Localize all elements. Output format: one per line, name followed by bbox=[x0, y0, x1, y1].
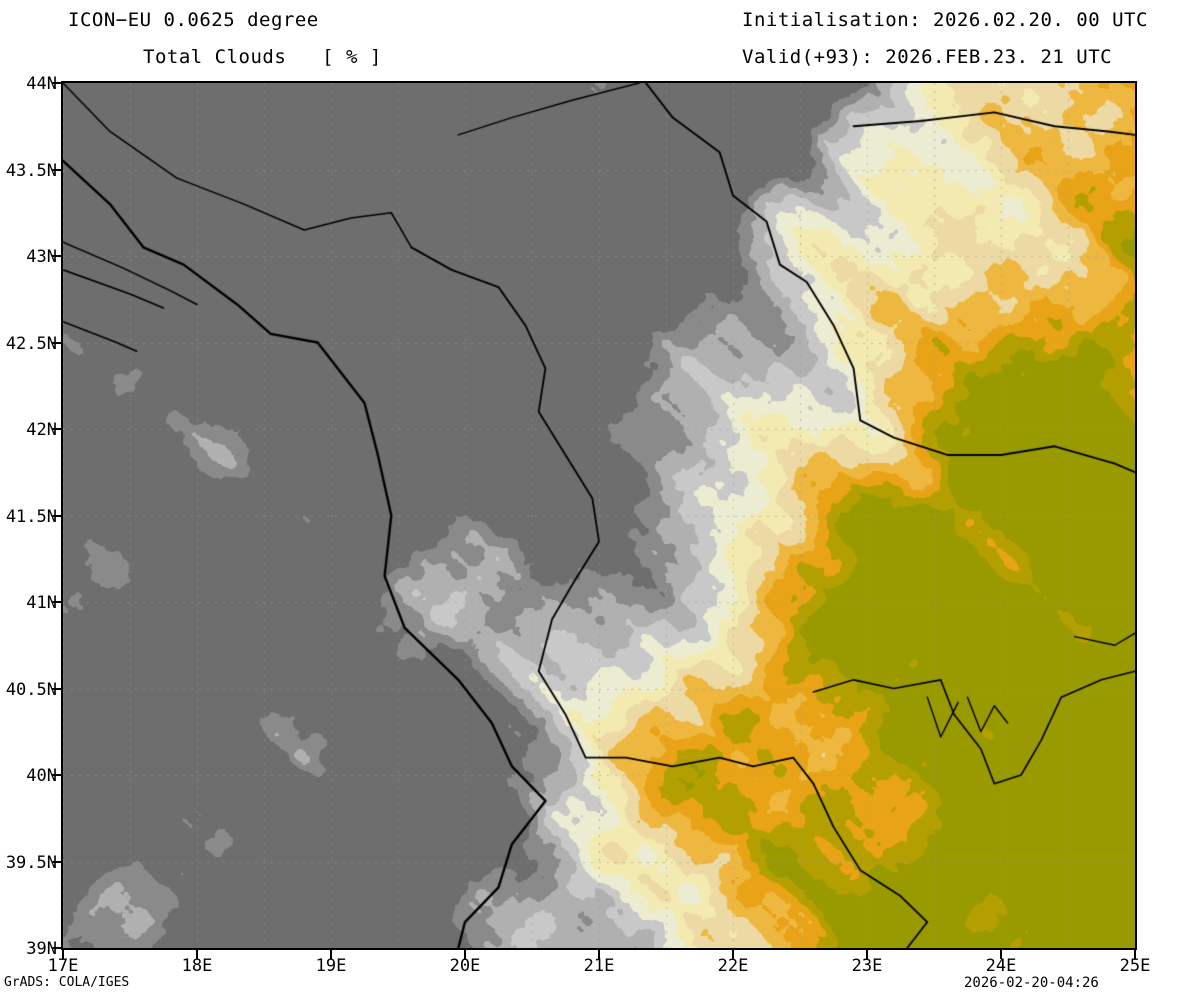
y-axis-tick-label: 43N bbox=[26, 247, 57, 267]
valid-time-label: Valid(+93): 2026.FEB.23. 21 UTC bbox=[742, 46, 1113, 68]
y-axis-tick bbox=[52, 168, 61, 171]
cloud-cover-raster bbox=[63, 83, 1135, 948]
y-axis-tick-label: 39.5N bbox=[5, 852, 57, 873]
x-axis-tick bbox=[732, 950, 734, 959]
model-title: ICON−EU 0.0625 degree bbox=[68, 9, 319, 31]
y-axis-tick-label: 39N bbox=[26, 939, 57, 959]
x-axis-tick-label: 22E bbox=[717, 956, 749, 976]
x-axis-tick-label: 20E bbox=[449, 956, 481, 976]
y-axis-tick bbox=[52, 82, 61, 84]
x-axis-tick bbox=[62, 950, 64, 959]
x-axis-tick-label: 17E bbox=[47, 956, 79, 976]
x-axis-tick-label: 24E bbox=[985, 956, 1017, 976]
x-axis-tick bbox=[330, 950, 332, 959]
y-axis-tick bbox=[52, 947, 61, 949]
y-axis-tick-label: 40.5N bbox=[5, 679, 57, 700]
y-axis-tick bbox=[52, 860, 61, 863]
render-timestamp: 2026-02-20-04:26 bbox=[964, 975, 1099, 991]
initialisation-label: Initialisation: 2026.02.20. 00 UTC bbox=[742, 9, 1148, 31]
y-axis-tick bbox=[52, 341, 61, 344]
y-axis-tick bbox=[52, 255, 61, 257]
y-axis-tick-label: 41.5N bbox=[5, 506, 57, 527]
x-axis-tick-label: 21E bbox=[583, 956, 615, 976]
y-axis-tick-label: 40N bbox=[26, 766, 57, 786]
x-axis-tick bbox=[866, 950, 868, 959]
x-axis-tick bbox=[1000, 950, 1002, 959]
x-axis-tick-label: 18E bbox=[181, 956, 213, 976]
x-axis-tick bbox=[598, 950, 600, 959]
x-axis-tick bbox=[1134, 950, 1136, 959]
y-axis-tick-label: 42.5N bbox=[5, 333, 57, 354]
y-axis-tick bbox=[52, 514, 61, 517]
y-axis-tick-label: 43.5N bbox=[5, 160, 57, 181]
y-axis-tick-label: 41N bbox=[26, 593, 57, 613]
x-axis-tick-label: 25E bbox=[1119, 956, 1151, 976]
map-plot-area bbox=[61, 81, 1137, 950]
y-axis-tick-label: 44N bbox=[26, 74, 57, 94]
x-axis-tick bbox=[196, 950, 198, 959]
y-axis-tick-label: 42N bbox=[26, 420, 57, 440]
y-axis-tick bbox=[52, 774, 61, 776]
x-axis-tick-label: 23E bbox=[851, 956, 883, 976]
y-axis-tick bbox=[52, 428, 61, 430]
y-axis-tick bbox=[52, 601, 61, 603]
field-title: Total Clouds [ % ] bbox=[143, 46, 382, 68]
x-axis-tick-label: 19E bbox=[315, 956, 347, 976]
y-axis-tick bbox=[52, 687, 61, 690]
x-axis-tick bbox=[464, 950, 466, 959]
grads-credit: GrADS: COLA/IGES bbox=[4, 975, 130, 990]
